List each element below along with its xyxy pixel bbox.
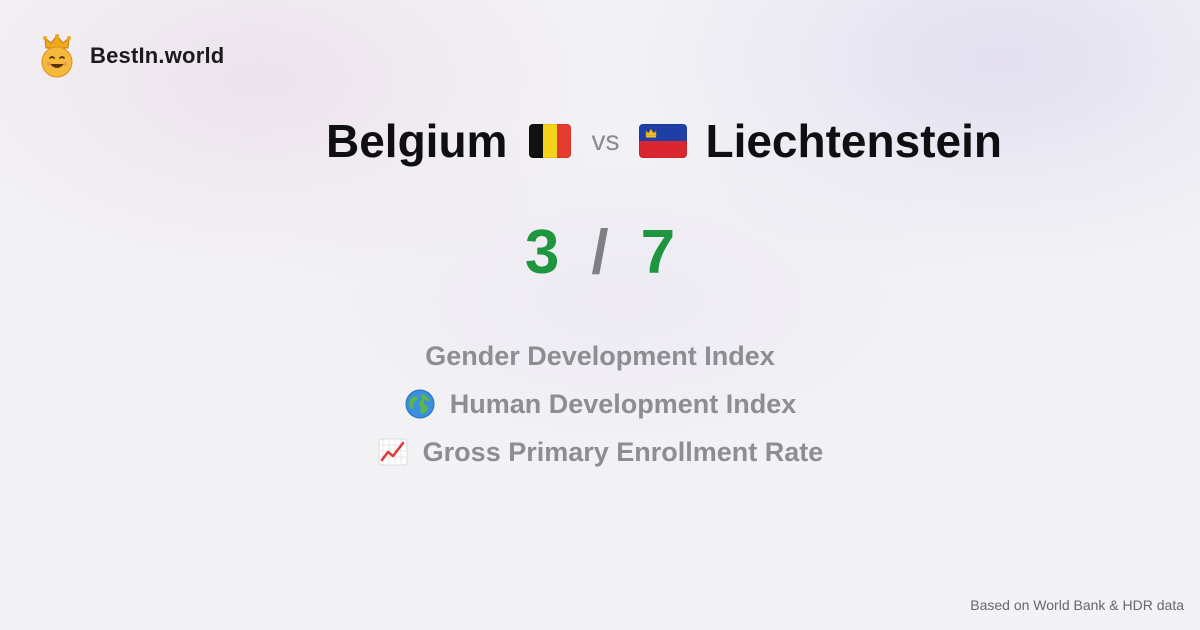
data-source-note: Based on World Bank & HDR data — [970, 597, 1184, 613]
right-country-name: Liechtenstein — [705, 115, 1002, 167]
comparison-title: Belgium vs Liechtenstein — [64, 110, 1200, 172]
metric-label: Gender Development Index — [425, 340, 775, 371]
list-item: Human Development Index — [404, 388, 797, 420]
globe-icon — [405, 389, 435, 419]
left-country-name: Belgium — [326, 115, 508, 167]
metrics-list: Gender Development Index Human Developme… — [0, 340, 1200, 468]
smiling-crown-face-icon — [41, 34, 73, 78]
metric-label: Human Development Index — [449, 388, 797, 419]
chart-increasing-icon — [378, 438, 408, 466]
score-separator: / — [591, 218, 609, 287]
metric-label: Gross Primary Enrollment Rate — [422, 436, 824, 467]
brand-name: BestIn.world — [90, 43, 225, 68]
liechtenstein-crown-icon — [646, 128, 657, 138]
list-item: Gender Development Index — [425, 340, 775, 372]
liechtenstein-flag-icon — [639, 124, 688, 158]
right-score: 7 — [640, 218, 676, 287]
score: 3 / 7 — [0, 222, 1200, 284]
belgium-flag-icon — [529, 124, 572, 158]
vs-label: vs — [591, 125, 620, 156]
left-score: 3 — [524, 218, 560, 287]
brand[interactable]: BestIn.world — [38, 34, 224, 78]
list-item: Gross Primary Enrollment Rate — [377, 436, 824, 468]
